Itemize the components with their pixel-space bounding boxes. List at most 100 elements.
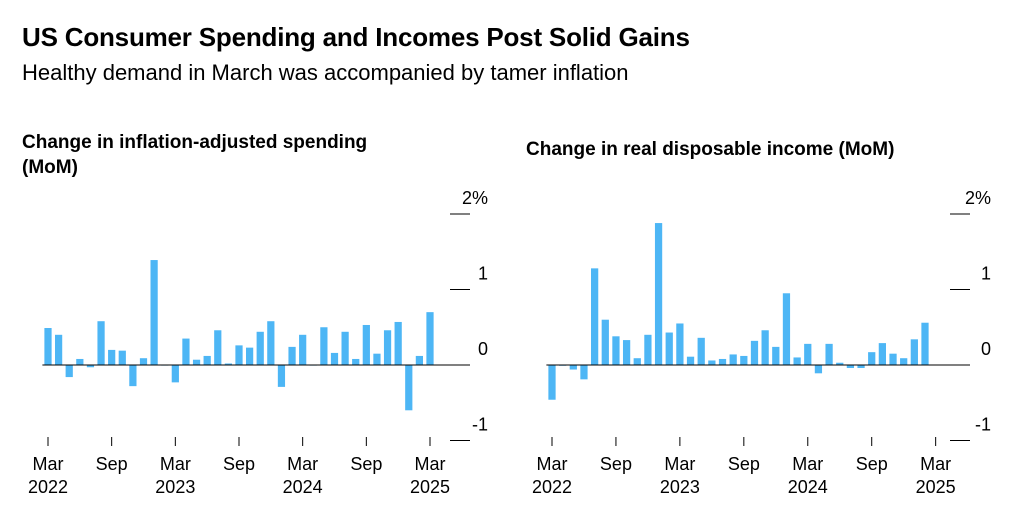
x-tick-year-label: 2024 xyxy=(788,477,828,497)
bar xyxy=(910,339,918,365)
bar xyxy=(405,365,413,411)
spending-title-line-2: (MoM) xyxy=(22,157,78,178)
x-tick-year-label: 2022 xyxy=(28,477,68,497)
bar xyxy=(676,323,684,365)
x-tick-label: Mar xyxy=(920,454,951,474)
bar xyxy=(139,358,148,365)
spending-panel-title: Change in inflation-adjusted spending (M… xyxy=(22,130,462,180)
chart-title: US Consumer Spending and Incomes Post So… xyxy=(22,22,690,52)
bar xyxy=(740,355,748,365)
bar xyxy=(118,350,126,365)
bar xyxy=(814,365,823,374)
spending-title-line-1: Change in inflation-adjusted spending xyxy=(22,132,368,153)
bar xyxy=(235,345,243,365)
bar xyxy=(415,355,423,365)
x-tick-label: Sep xyxy=(96,454,128,474)
y-tick-label: -1 xyxy=(975,415,991,435)
bar xyxy=(267,321,275,365)
x-tick-label: Sep xyxy=(600,454,632,474)
bar xyxy=(857,365,865,369)
bar xyxy=(921,322,929,365)
x-tick-year-label: 2025 xyxy=(410,477,450,497)
bar xyxy=(352,358,360,365)
bar xyxy=(612,336,620,365)
bar xyxy=(889,353,897,365)
x-tick-year-label: 2023 xyxy=(660,477,700,497)
bar xyxy=(846,365,855,369)
bar xyxy=(654,223,663,365)
bar xyxy=(246,347,254,365)
bar xyxy=(878,343,886,365)
bar xyxy=(320,327,328,365)
bar xyxy=(782,293,791,365)
bar xyxy=(373,353,381,365)
bar xyxy=(288,346,296,365)
bar xyxy=(697,337,705,365)
x-tick-label: Sep xyxy=(350,454,382,474)
bar xyxy=(65,365,73,378)
x-tick-label: Sep xyxy=(728,454,760,474)
y-tick-label: 0 xyxy=(478,339,488,359)
bar xyxy=(548,365,556,400)
bar xyxy=(383,330,392,365)
x-tick-label: Sep xyxy=(223,454,255,474)
bar xyxy=(362,324,370,365)
x-tick-label: Mar xyxy=(33,454,64,474)
x-tick-label: Mar xyxy=(415,454,446,474)
bar xyxy=(793,357,801,365)
y-tick-label: -1 xyxy=(472,415,488,435)
x-tick-label: Mar xyxy=(287,454,318,474)
bar xyxy=(203,355,211,365)
bar xyxy=(44,328,52,365)
bar xyxy=(750,340,759,365)
x-tick-label: Mar xyxy=(664,454,695,474)
bar xyxy=(192,359,201,365)
bar xyxy=(686,356,695,365)
bar xyxy=(708,360,716,365)
bar xyxy=(825,343,833,365)
bar xyxy=(761,330,769,365)
bar xyxy=(55,334,63,365)
x-tick-label: Mar xyxy=(792,454,823,474)
x-tick-label: Sep xyxy=(856,454,888,474)
bar xyxy=(580,365,588,380)
bar xyxy=(150,260,158,365)
income-panel-title: Change in real disposable income (MoM) xyxy=(526,139,895,160)
bar xyxy=(804,343,812,365)
bar xyxy=(214,330,222,365)
bar xyxy=(900,358,908,365)
bar xyxy=(299,334,307,365)
y-tick-label: 2% xyxy=(462,188,488,208)
bar xyxy=(76,358,84,365)
bar xyxy=(129,365,137,387)
x-tick-label: Mar xyxy=(160,454,191,474)
bar xyxy=(591,268,599,365)
x-tick-label: Mar xyxy=(537,454,568,474)
bar xyxy=(601,319,609,365)
bar xyxy=(868,352,876,365)
chart-subtitle: Healthy demand in March was accompanied … xyxy=(22,60,629,85)
bar xyxy=(256,331,264,365)
x-tick-year-label: 2024 xyxy=(283,477,323,497)
bar xyxy=(108,349,116,365)
bar xyxy=(341,331,349,365)
y-tick-label: 1 xyxy=(478,264,488,284)
bar xyxy=(224,363,232,365)
x-tick-year-label: 2022 xyxy=(532,477,572,497)
x-tick-year-label: 2023 xyxy=(155,477,195,497)
bar xyxy=(97,321,105,365)
bar xyxy=(633,358,641,365)
y-tick-label: 0 xyxy=(981,339,991,359)
x-tick-year-label: 2025 xyxy=(916,477,956,497)
bar xyxy=(330,352,339,365)
bar xyxy=(772,346,780,365)
y-tick-label: 1 xyxy=(981,264,991,284)
bar xyxy=(622,340,631,365)
bar xyxy=(394,321,402,365)
bar xyxy=(86,365,95,368)
bar xyxy=(836,362,844,365)
bar xyxy=(182,338,190,365)
bar xyxy=(644,334,652,365)
bar xyxy=(426,312,434,365)
